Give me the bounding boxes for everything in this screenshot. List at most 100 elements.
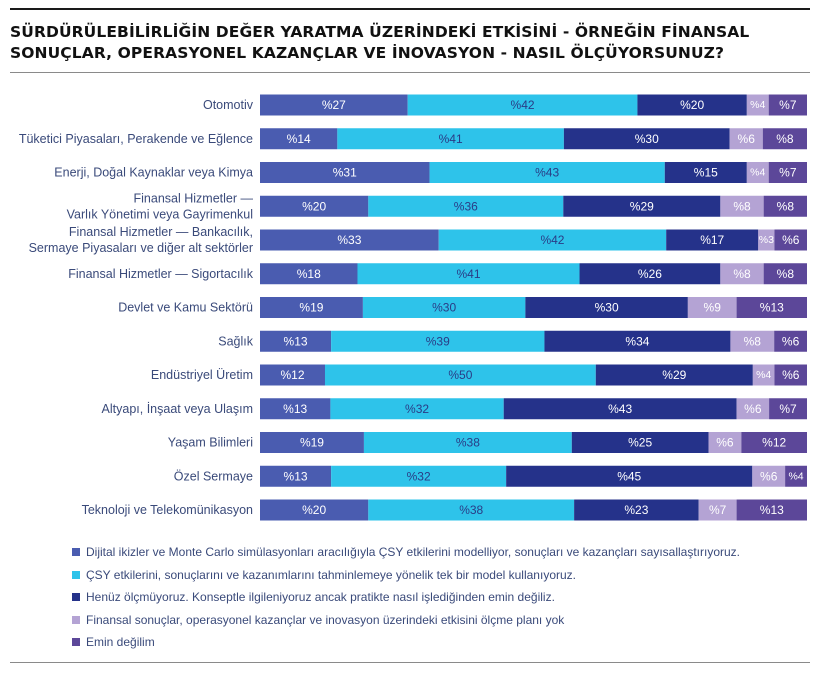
data-label: %6 [716, 436, 734, 450]
data-label: %8 [733, 199, 751, 213]
category-label: Yaşam Bilimleri [168, 436, 253, 450]
data-label: %9 [704, 301, 722, 315]
bar-segment [503, 398, 737, 420]
bar-segment [768, 162, 807, 183]
bar-segment [708, 432, 742, 453]
bar-segment [407, 94, 638, 116]
legend-label: Henüz ölçmüyoruz. Konseptle ilgileniyoru… [86, 590, 555, 605]
data-label: %7 [779, 402, 797, 416]
data-label: %3 [759, 234, 774, 246]
bar-segment [260, 364, 325, 386]
legend-swatch [72, 593, 80, 602]
data-label: %32 [407, 469, 431, 483]
data-label: %8 [776, 132, 794, 146]
data-label: %8 [733, 267, 751, 281]
data-label: %26 [638, 267, 662, 281]
legend-item: Emin değilim [72, 631, 740, 654]
bar-segment [736, 297, 807, 318]
data-label: %50 [448, 368, 472, 382]
bar-segment [506, 465, 753, 487]
category-label: Tüketici Piyasaları, Perakende ve Eğlenc… [19, 132, 253, 146]
bar-segment [563, 128, 730, 150]
bar-segment [752, 364, 775, 386]
data-label: %34 [625, 334, 649, 348]
legend-swatch [72, 615, 80, 624]
data-label: %29 [662, 368, 686, 382]
data-label: %43 [535, 166, 559, 180]
legend-label: ÇSY etkilerini, sonuçlarını ve kazanımla… [86, 567, 576, 582]
data-label: %38 [459, 503, 483, 517]
legend-label: Finansal sonuçlar, operasyonel kazançlar… [86, 612, 565, 627]
data-label: %25 [628, 436, 652, 450]
data-label: %30 [595, 301, 619, 315]
bar-segment [746, 162, 769, 183]
data-label: %6 [782, 233, 800, 247]
legend-item: Dijital ikizler ve Monte Carlo simülasyo… [72, 541, 740, 564]
data-label: %17 [700, 233, 724, 247]
bar-segment [438, 229, 667, 251]
bar-segment [698, 499, 737, 521]
bar-segment [368, 195, 564, 217]
bar-segment [741, 432, 807, 453]
legend-label: Emin değilim [86, 635, 155, 650]
data-label: %45 [617, 469, 641, 483]
data-label: %32 [405, 402, 429, 416]
bar-segment [330, 398, 504, 420]
data-label: %4 [756, 369, 771, 381]
bar-segment [260, 432, 364, 453]
bar-segment [337, 128, 564, 150]
category-label: Özel Sermaye [174, 469, 253, 483]
data-label: %42 [511, 98, 535, 112]
data-label: %41 [439, 132, 463, 146]
bar-segment [571, 432, 709, 453]
data-label: %20 [680, 98, 704, 112]
bar-segment [368, 499, 575, 521]
data-label: %20 [302, 199, 326, 213]
data-label: %13 [284, 334, 308, 348]
stacked-bar-chart: Otomotiv %27 %42 %20 %4 %7 Tüketici Piyasaları… [19, 94, 807, 521]
bar-segment [260, 465, 332, 487]
category-label: Sağlık [218, 334, 253, 348]
category-label: Finansal Hizmetler — [134, 191, 254, 205]
bar-segment [331, 330, 545, 352]
bar-segment [260, 499, 369, 521]
bar-segment [525, 297, 688, 318]
bar-segment [769, 398, 807, 420]
category-label: Otomotiv [203, 98, 254, 112]
bar-segment [729, 128, 763, 150]
category-label: Devlet ve Kamu Sektörü [118, 301, 253, 315]
data-label: %13 [283, 402, 307, 416]
category-label: Finansal Hizmetler — Bankacılık, [69, 225, 253, 239]
data-label: %39 [426, 334, 450, 348]
bar-segment [429, 162, 665, 183]
bar-segment [595, 364, 753, 386]
category-label: Varlık Yönetimi veya Gayrimenkul [67, 207, 253, 221]
data-label: %8 [777, 199, 795, 213]
data-label: %18 [297, 267, 321, 281]
bar-segment [260, 330, 332, 352]
bar-segment [357, 263, 580, 285]
data-label: %15 [694, 166, 718, 180]
legend-label: Dijital ikizler ve Monte Carlo simülasyo… [86, 545, 741, 560]
bar-segment [746, 94, 769, 116]
bar-segment [362, 297, 526, 318]
data-label: %12 [280, 368, 304, 382]
data-label: %4 [750, 167, 765, 179]
bar-segment [544, 330, 731, 352]
category-label: Endüstriyel Üretim [151, 368, 253, 382]
data-label: %4 [788, 470, 803, 482]
bar-segment [763, 263, 807, 285]
bar-segment [563, 195, 721, 217]
bar-segment [687, 297, 737, 318]
chart-legend: Dijital ikizler ve Monte Carlo simülasyo… [72, 541, 740, 654]
data-label: %6 [738, 132, 756, 146]
data-label: %7 [779, 98, 797, 112]
category-label: Altyapı, İnşaat veya Ulaşım [102, 402, 253, 416]
legend-swatch [72, 638, 80, 647]
data-label: %6 [760, 469, 778, 483]
bar-segment [774, 364, 807, 386]
data-label: %8 [777, 267, 795, 281]
legend-item: ÇSY etkilerini, sonuçlarını ve kazanımla… [72, 564, 740, 587]
legend-swatch [72, 570, 80, 579]
bar-segment [260, 398, 331, 420]
